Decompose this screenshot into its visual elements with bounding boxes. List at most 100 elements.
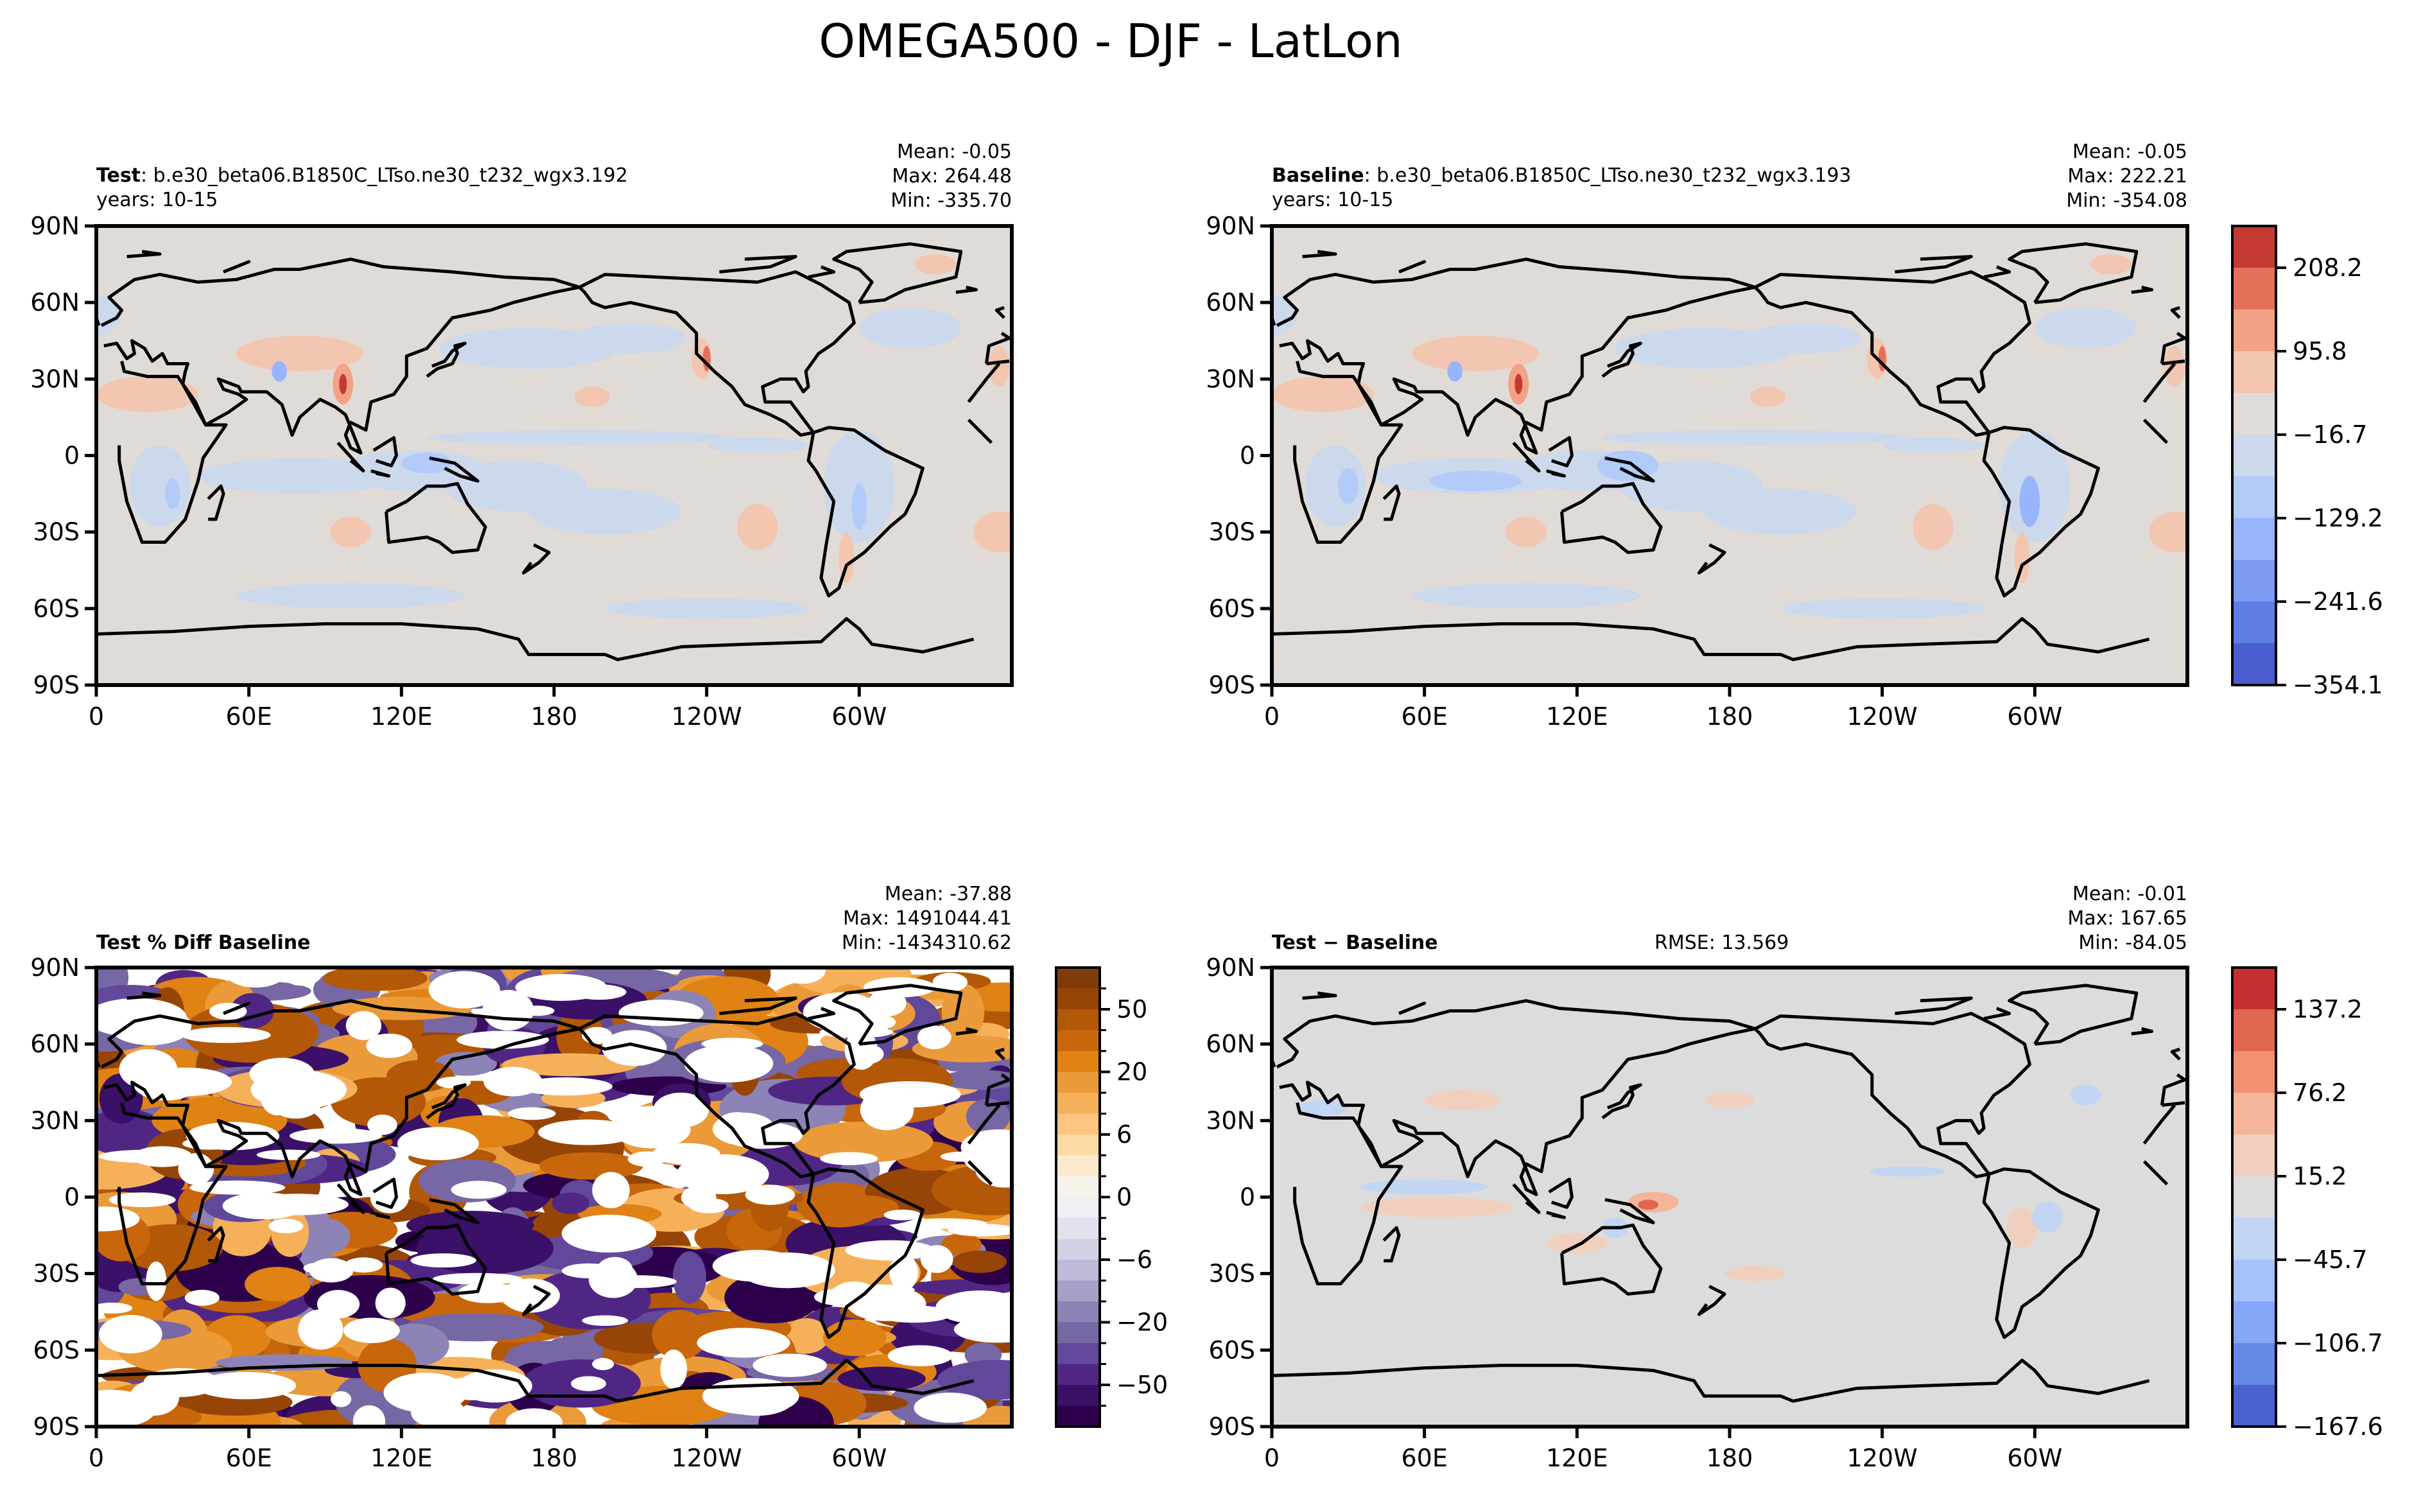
- y-tick-label: 60S: [1209, 595, 1255, 623]
- field-contour: [697, 1328, 790, 1358]
- colorbar-level: [2232, 968, 2276, 1010]
- coastline-path: [521, 543, 551, 575]
- field-contour: [344, 1257, 383, 1273]
- colorbar-frame: [2231, 225, 2277, 686]
- colorbar-level: [1056, 1260, 1100, 1281]
- coastline-path: [223, 260, 251, 274]
- y-tick-label: 60S: [33, 1336, 80, 1364]
- colorbar-level: [1056, 1134, 1100, 1156]
- y-tick-label: 30N: [30, 1106, 80, 1134]
- field-contour: [1411, 583, 1641, 609]
- coastline-path: [806, 426, 925, 598]
- field-contour: [1869, 1166, 1946, 1177]
- test-panel-header: Test: b.e30_beta06.B1850C_LTso.ne30_t232…: [96, 164, 628, 213]
- field-contour: [383, 1373, 467, 1413]
- coastline-path: [1983, 1007, 2011, 1020]
- field-contour: [887, 1345, 953, 1366]
- field-contour: [352, 1405, 386, 1427]
- y-tick-label: 90N: [1206, 212, 1255, 240]
- colorbar-level: [1056, 1301, 1100, 1323]
- field-contour: [745, 1185, 795, 1205]
- colorbar-level: [1056, 1343, 1100, 1364]
- field-contour: [1506, 516, 1547, 548]
- field-contour: [2032, 1202, 2063, 1233]
- field-contour: [505, 1408, 562, 1427]
- x-tick-label: 0: [89, 702, 104, 731]
- coastline-path: [578, 1012, 856, 1179]
- coastline-path: [1398, 260, 1427, 274]
- coastline-path: [1382, 1226, 1401, 1263]
- colorbar-tick-label: 0: [1116, 1183, 1132, 1212]
- colorbar-level: [1056, 1238, 1100, 1260]
- field-contour: [883, 1209, 921, 1221]
- y-tick-label: 60N: [1206, 1030, 1255, 1058]
- field-contour: [432, 1273, 523, 1285]
- colorbar-level: [2232, 602, 2276, 644]
- coastline-path: [426, 1083, 467, 1120]
- baseline-panel-header: Baseline: b.e30_beta06.B1850C_LTso.ne30_…: [1272, 164, 1852, 213]
- colorbar-level: [2232, 476, 2276, 519]
- field-contour: [343, 1317, 400, 1343]
- colorbar-level: [1056, 1093, 1100, 1114]
- x-tick-label: 60E: [225, 1444, 272, 1472]
- coastline-path: [429, 1198, 480, 1224]
- field-contour: [268, 1219, 304, 1233]
- coastline-path: [429, 456, 480, 483]
- test-map: 90N 60N 30N 0 30S 60S 90S 0 60E 120E 180 120W 60W: [30, 212, 1014, 731]
- x-tick-label: 60E: [1401, 1444, 1447, 1472]
- diff-mean: Mean: -0.01: [2072, 883, 2187, 905]
- coastline-path: [126, 250, 162, 259]
- colorbar-level: [2232, 435, 2276, 477]
- baseline-colorbar: 208.2 95.8 −16.7 −129.2 −241.6 −354.1: [2231, 225, 2383, 699]
- coastline-path: [1604, 456, 1655, 483]
- field-contour: [221, 968, 290, 988]
- coastline-path: [1895, 255, 1973, 274]
- field-contour: [2164, 345, 2185, 387]
- colorbar-tick-label: −6: [1116, 1246, 1152, 1274]
- colorbar-level: [1056, 1280, 1100, 1302]
- field-contour: [439, 327, 618, 369]
- field-contour: [133, 1066, 199, 1101]
- coastline-path: [370, 1210, 391, 1219]
- diff-title: Test − Baseline: [1272, 932, 1438, 954]
- field-contour: [1429, 471, 1522, 492]
- field-contour: [838, 532, 855, 584]
- y-tick-label: 30S: [1209, 518, 1255, 546]
- colorbar-level: [2232, 1009, 2276, 1052]
- y-tick-label: 60S: [1209, 1336, 1255, 1364]
- coastline-path: [1983, 265, 2011, 279]
- field-contour: [528, 489, 682, 535]
- diff-max: Max: 167.65: [2067, 907, 2187, 930]
- field-contour: [1882, 437, 1984, 453]
- colorbar-tick-label: 6: [1116, 1120, 1132, 1149]
- coastline-path: [1302, 250, 1337, 259]
- baseline-stats: Mean: -0.05 Max: 222.21 Min: -354.08: [2066, 140, 2187, 213]
- field-contour: [571, 984, 627, 1000]
- baseline-map: 90N 60N 30N 0 30S 60S 90S 0 60E 120E 180 120W 60W: [1206, 212, 2189, 731]
- colorbar-tick-label: 208.2: [2293, 254, 2363, 282]
- field-contour: [98, 1149, 190, 1163]
- field-contour: [401, 453, 453, 474]
- field-contour: [820, 1152, 878, 1165]
- colorbar-tick-label: −129.2: [2293, 504, 2383, 532]
- pctdiff-panel-header: Test % Diff Baseline: [96, 931, 311, 955]
- field-contour: [712, 1249, 801, 1282]
- coastline-path: [808, 265, 836, 279]
- field-contour: [914, 1393, 987, 1423]
- y-tick-label: 60N: [1206, 288, 1255, 317]
- colorbar-level: [2232, 518, 2276, 560]
- field-contour: [1447, 361, 1463, 382]
- x-tick-label: 0: [1264, 702, 1280, 731]
- field-contour: [973, 511, 1012, 553]
- baseline-min: Min: -354.08: [2066, 189, 2187, 212]
- x-tick-label: 120E: [1546, 1444, 1608, 1472]
- field-contour: [846, 1286, 926, 1321]
- field-contour: [592, 1172, 630, 1208]
- colorbar-tick-label: −16.7: [2293, 421, 2367, 449]
- field-contour: [859, 1081, 961, 1108]
- pctdiff-title: Test % Diff Baseline: [96, 932, 311, 954]
- field-contour: [236, 335, 363, 372]
- field-contour: [1638, 1199, 1659, 1210]
- coastline-path: [1982, 426, 2100, 598]
- x-tick-label: 120E: [370, 1444, 433, 1472]
